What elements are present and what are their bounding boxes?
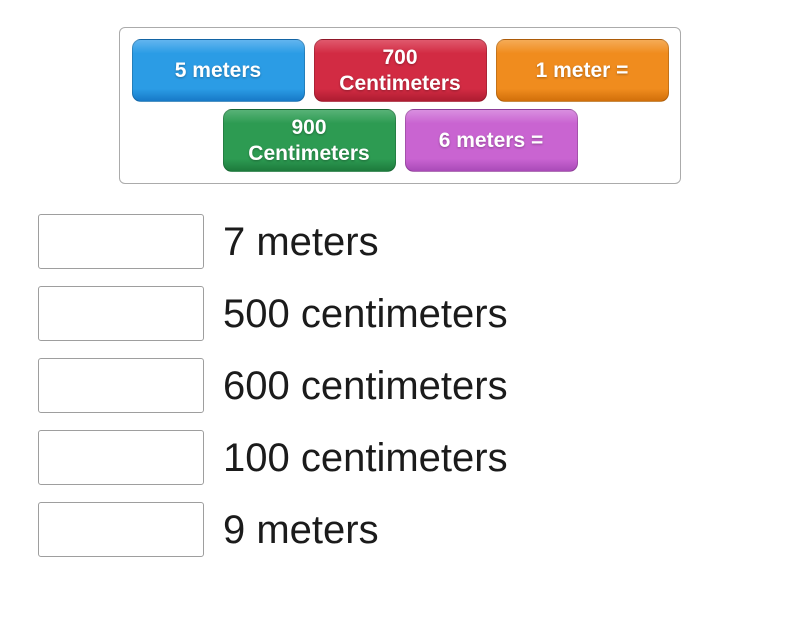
match-row: 500 centimeters: [38, 286, 800, 341]
match-row: 9 meters: [38, 502, 800, 557]
drop-slot-500-centimeters[interactable]: [38, 286, 204, 341]
drop-slot-600-centimeters[interactable]: [38, 358, 204, 413]
match-list: 7 meters 500 centimeters 600 centimeters…: [38, 214, 800, 557]
match-activity: 5 meters 700 Centimeters 1 meter = 900 C…: [0, 27, 800, 557]
match-item-label: 500 centimeters: [223, 291, 508, 336]
match-item-label: 600 centimeters: [223, 363, 508, 408]
drop-slot-7-meters[interactable]: [38, 214, 204, 269]
draggable-tile-6-meters[interactable]: 6 meters =: [404, 109, 578, 172]
match-item-label: 7 meters: [223, 219, 379, 264]
drop-slot-9-meters[interactable]: [38, 502, 204, 557]
draggable-tile-5-meters[interactable]: 5 meters: [131, 39, 305, 102]
tile-label: 5 meters: [174, 58, 262, 82]
tile-tray-row-2: 900 Centimeters 6 meters =: [131, 109, 669, 172]
tile-label: 1 meter =: [535, 58, 629, 82]
match-item-label: 9 meters: [223, 507, 379, 552]
tile-label: 6 meters =: [438, 128, 544, 152]
match-row: 100 centimeters: [38, 430, 800, 485]
match-item-label: 100 centimeters: [223, 435, 508, 480]
draggable-tile-900-centimeters[interactable]: 900 Centimeters: [222, 109, 396, 172]
draggable-tile-700-centimeters[interactable]: 700 Centimeters: [313, 39, 487, 102]
tile-tray-row-1: 5 meters 700 Centimeters 1 meter =: [131, 39, 669, 102]
tile-tray: 5 meters 700 Centimeters 1 meter = 900 C…: [119, 27, 681, 184]
drop-slot-100-centimeters[interactable]: [38, 430, 204, 485]
match-row: 7 meters: [38, 214, 800, 269]
tile-label: 900 Centimeters: [248, 116, 370, 165]
match-row: 600 centimeters: [38, 358, 800, 413]
tile-label: 700 Centimeters: [339, 46, 461, 95]
draggable-tile-1-meter[interactable]: 1 meter =: [495, 39, 669, 102]
